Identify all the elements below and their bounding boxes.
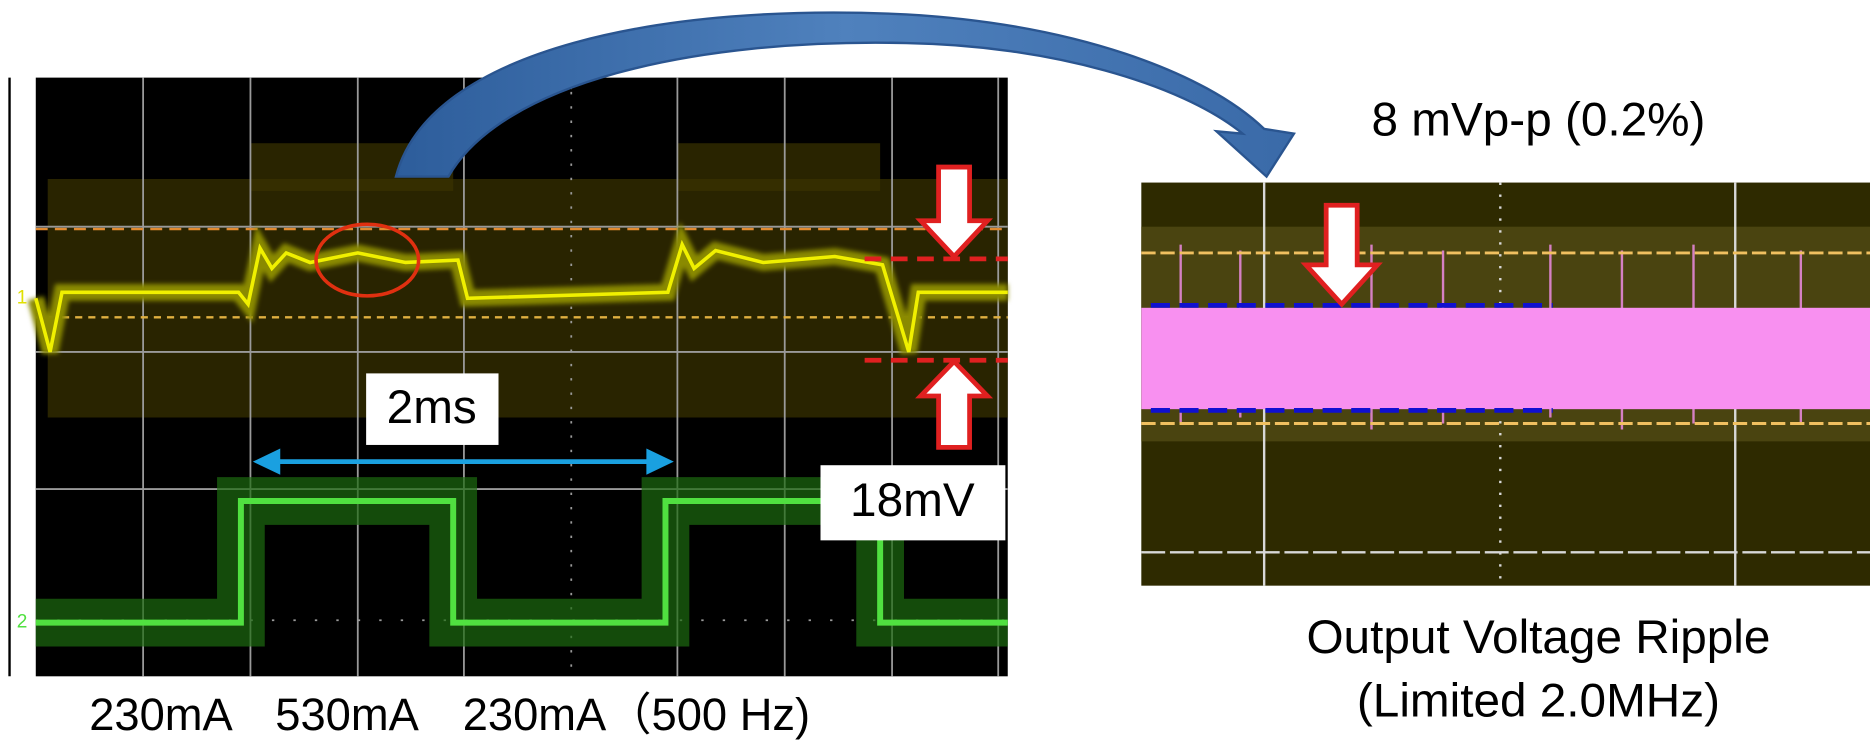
svg-text:2: 2 [17, 612, 28, 633]
caption-line: Output Voltage Ripple [1306, 611, 1770, 664]
load-label: 530mA [275, 689, 419, 740]
load-label: 230mA（500 Hz) [463, 689, 810, 740]
load-label: 230mA [89, 689, 233, 740]
ripple-label: 8 mVp-p (0.2%) [1371, 94, 1705, 147]
scope-left: 1 2 2ms 18mV [10, 78, 1008, 677]
amplitude-label: 18mV [850, 474, 975, 527]
caption-line: (Limited 2.0MHz) [1357, 674, 1720, 727]
period-label: 2ms [387, 381, 477, 434]
svg-text:1: 1 [17, 287, 28, 308]
figure: 1 2 2ms 18mV 230mA 530mA 230mA（500 Hz) [0, 0, 1870, 742]
scope-right [1141, 183, 1870, 586]
page: 1 2 2ms 18mV 230mA 530mA 230mA（500 Hz) [0, 0, 1870, 742]
